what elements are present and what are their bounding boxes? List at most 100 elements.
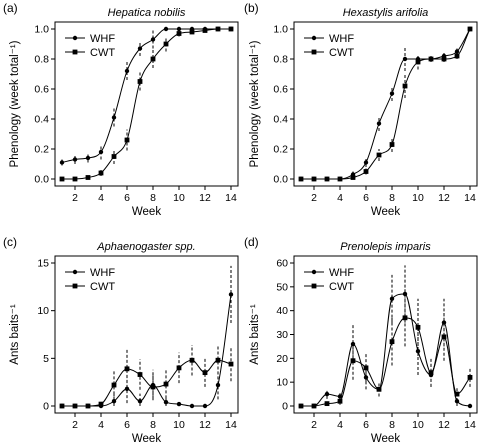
data-point	[324, 391, 330, 397]
data-point	[111, 399, 117, 404]
x-tick-label: 2	[311, 192, 317, 204]
data-point	[415, 348, 421, 354]
x-tick-label: 8	[150, 419, 156, 431]
y-tick-label: 0	[282, 401, 288, 413]
data-point	[176, 31, 182, 36]
x-tick-label: 4	[98, 419, 104, 431]
data-point	[228, 26, 234, 32]
legend-entry: CWT	[65, 281, 115, 293]
legend-entry: WHF	[65, 267, 115, 279]
panel-title: Aphaenogaster spp.	[96, 241, 195, 253]
data-point	[150, 384, 156, 390]
x-tick-label: 14	[464, 419, 476, 431]
x-tick-label: 4	[337, 192, 343, 204]
series-WHF	[59, 26, 234, 166]
plot-frame	[293, 21, 478, 187]
y-tick-label: 0.0	[273, 174, 288, 186]
panel-letter: (c)	[3, 235, 17, 249]
data-point	[363, 375, 369, 380]
legend-entry: WHF	[304, 267, 354, 279]
data-point	[98, 149, 104, 155]
panel-title: Hexastylis arifolia	[343, 7, 429, 19]
panel-letter: (d)	[244, 235, 259, 249]
y-tick-label: 1.0	[34, 24, 49, 36]
series-line	[301, 293, 471, 407]
y-tick-label: 0.2	[34, 144, 49, 156]
series-line	[62, 359, 232, 407]
series-CWT	[59, 344, 234, 409]
panel-letter: (b)	[244, 1, 259, 15]
data-point	[72, 157, 78, 162]
data-point	[228, 361, 234, 367]
legend-entry: WHF	[304, 33, 354, 45]
x-axis-title: Week	[371, 206, 400, 218]
series-CWT	[298, 26, 473, 182]
data-point	[441, 320, 447, 325]
series-line	[301, 28, 471, 180]
y-tick-label: 40	[276, 305, 288, 317]
legend-marker	[72, 269, 78, 275]
data-point	[350, 175, 356, 180]
x-tick-label: 14	[464, 192, 476, 204]
y-tick-label: 0.8	[34, 54, 49, 66]
x-tick-label: 14	[225, 419, 237, 431]
data-point	[376, 152, 382, 158]
legend-marker	[311, 269, 317, 275]
data-point	[176, 401, 182, 407]
series-CWT	[298, 289, 473, 409]
data-point	[202, 403, 208, 409]
x-tick-label: 10	[173, 192, 185, 204]
data-point	[467, 26, 473, 32]
y-tick-label: 20	[276, 353, 288, 365]
x-tick-label: 6	[124, 192, 130, 204]
data-point	[215, 357, 221, 363]
data-point	[389, 142, 395, 147]
legend-entry: WHF	[65, 33, 115, 45]
x-tick-label: 6	[124, 419, 130, 431]
data-point	[337, 394, 343, 399]
data-point	[176, 26, 182, 32]
x-axis-title: Week	[371, 433, 400, 445]
data-point	[72, 176, 78, 182]
data-point	[428, 56, 434, 62]
x-tick-label: 10	[173, 419, 185, 431]
data-point	[163, 26, 169, 32]
data-point	[376, 121, 382, 126]
x-tick-label: 2	[72, 419, 78, 431]
data-point	[454, 49, 460, 54]
series-line	[62, 294, 232, 407]
data-point	[428, 370, 434, 376]
data-point	[441, 56, 447, 62]
data-point	[389, 296, 395, 301]
legend-marker	[72, 49, 78, 55]
data-point	[324, 401, 330, 407]
data-point	[98, 401, 104, 407]
legend-label: CWT	[329, 281, 354, 293]
data-point	[124, 386, 130, 392]
panel-letter: (a)	[3, 1, 18, 15]
chart-panel-3: (c) Aphaenogaster spp. 2 4 6 8 10 12 14 0 5 10 15 Wee…	[3, 235, 239, 445]
legend-label: WHF	[90, 33, 115, 45]
data-point	[98, 170, 104, 176]
chart-panel-2: (b) Hexastylis arifolia 2 4 6 8 10 12 14 0.0 0.2 0.…	[244, 1, 478, 218]
data-point	[137, 46, 143, 51]
y-tick-label: 0.4	[34, 114, 49, 126]
data-point	[163, 381, 169, 387]
data-point	[389, 91, 395, 96]
data-point	[228, 292, 234, 297]
y-tick-label: 15	[37, 258, 49, 270]
y-tick-label: 0.6	[34, 84, 49, 96]
data-point	[59, 160, 65, 165]
y-tick-label: 1.0	[273, 24, 288, 36]
data-point	[150, 56, 156, 62]
x-tick-label: 6	[363, 419, 369, 431]
legend-label: WHF	[329, 33, 354, 45]
y-tick-label: 0.6	[273, 84, 288, 96]
y-tick-label: 60	[276, 258, 288, 270]
x-tick-label: 6	[363, 192, 369, 204]
data-point	[415, 324, 421, 330]
y-tick-label: 0	[43, 401, 49, 413]
legend-entry: CWT	[65, 47, 115, 59]
data-point	[111, 382, 117, 388]
